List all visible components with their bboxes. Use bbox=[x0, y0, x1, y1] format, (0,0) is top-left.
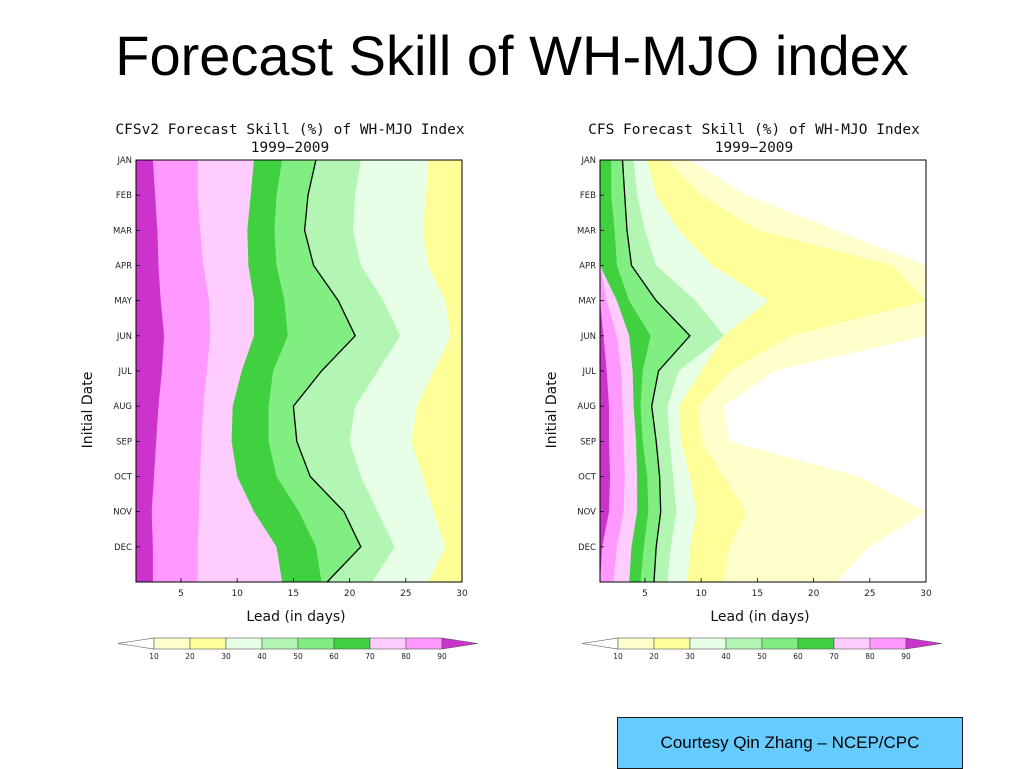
y-tick-label: DEC bbox=[578, 543, 596, 553]
colorbar-label: 20 bbox=[649, 652, 659, 661]
colorbar-segment bbox=[369, 637, 407, 650]
y-axis-label: Initial Date bbox=[544, 372, 560, 449]
chart-subtitle: 1999−2009 bbox=[251, 140, 330, 156]
y-tick-label: NOV bbox=[577, 508, 596, 518]
colorbar-label: 30 bbox=[221, 652, 231, 661]
colorbar-segment bbox=[225, 637, 263, 650]
colorbar-segment bbox=[333, 637, 371, 650]
colorbar-label: 90 bbox=[437, 652, 447, 661]
colorbar-arrow-high bbox=[905, 637, 943, 650]
colorbar-label: 50 bbox=[293, 652, 303, 661]
colorbar-segment bbox=[653, 637, 691, 650]
contour-line-50 bbox=[621, 159, 691, 583]
chart-subtitle: 1999−2009 bbox=[715, 140, 794, 156]
chart-panel-cfsv2: CFSv2 Forecast Skill (%) of WH-MJO Index… bbox=[80, 122, 479, 661]
colorbar-segment bbox=[761, 637, 799, 650]
colorbar-segment bbox=[297, 637, 335, 650]
contour-line-50 bbox=[292, 159, 362, 583]
x-tick-label: 25 bbox=[864, 589, 875, 599]
y-tick-label: OCT bbox=[114, 473, 133, 483]
y-tick-label: NOV bbox=[113, 508, 132, 518]
x-axis-label: Lead (in days) bbox=[710, 609, 809, 625]
y-tick-label: JUL bbox=[118, 367, 133, 377]
y-tick-label: JUN bbox=[580, 332, 596, 342]
x-tick-label: 25 bbox=[400, 589, 411, 599]
colorbar-arrow-low bbox=[581, 637, 619, 650]
y-tick-label: FEB bbox=[116, 191, 132, 201]
colorbar-label: 30 bbox=[685, 652, 695, 661]
y-tick-label: AUG bbox=[113, 402, 132, 412]
chart-title: CFSv2 Forecast Skill (%) of WH-MJO Index bbox=[115, 122, 464, 138]
y-tick-label: MAY bbox=[578, 297, 596, 307]
x-tick-label: 20 bbox=[344, 589, 356, 599]
y-tick-label: JUL bbox=[582, 367, 597, 377]
colorbar-label: 70 bbox=[829, 652, 839, 661]
y-tick-label: JUN bbox=[116, 332, 132, 342]
y-axis-label: Initial Date bbox=[80, 372, 96, 449]
x-tick-label: 30 bbox=[920, 589, 932, 599]
x-tick-label: 15 bbox=[288, 589, 299, 599]
colorbar-segment bbox=[405, 637, 443, 650]
colorbar-segment bbox=[261, 637, 299, 650]
y-tick-label: JAN bbox=[116, 156, 132, 166]
colorbar-label: 60 bbox=[329, 652, 339, 661]
credit-text: Courtesy Qin Zhang – NCEP/CPC bbox=[660, 733, 920, 752]
y-tick-label: FEB bbox=[580, 191, 596, 201]
colorbar-label: 70 bbox=[365, 652, 375, 661]
y-tick-label: MAR bbox=[113, 226, 132, 236]
y-tick-label: APR bbox=[579, 262, 596, 272]
chart-title: CFS Forecast Skill (%) of WH-MJO Index bbox=[588, 122, 920, 138]
colorbar-label: 60 bbox=[793, 652, 803, 661]
skill-band-90 bbox=[136, 160, 165, 582]
colorbar-label: 10 bbox=[149, 652, 159, 661]
chart-panel-cfs: CFS Forecast Skill (%) of WH-MJO Index 1… bbox=[544, 122, 943, 661]
x-axis-label: Lead (in days) bbox=[246, 609, 345, 625]
x-tick-label: 5 bbox=[642, 589, 648, 599]
y-tick-label: APR bbox=[115, 262, 132, 272]
x-tick-label: 15 bbox=[752, 589, 763, 599]
x-tick-label: 10 bbox=[695, 589, 707, 599]
x-tick-label: 10 bbox=[231, 589, 243, 599]
colorbar-segment bbox=[797, 637, 835, 650]
x-tick-label: 30 bbox=[456, 589, 468, 599]
x-tick-label: 5 bbox=[178, 589, 184, 599]
colorbar-label: 40 bbox=[721, 652, 731, 661]
colorbar-segment bbox=[833, 637, 871, 650]
colorbar-label: 50 bbox=[757, 652, 767, 661]
colorbar-label: 20 bbox=[185, 652, 195, 661]
colorbar-label: 80 bbox=[401, 652, 411, 661]
slide-title: Forecast Skill of WH-MJO index bbox=[115, 24, 909, 87]
y-tick-label: MAY bbox=[114, 297, 132, 307]
y-tick-label: SEP bbox=[116, 437, 132, 447]
y-tick-label: DEC bbox=[114, 543, 132, 553]
y-tick-label: OCT bbox=[578, 473, 597, 483]
colorbar-segment bbox=[153, 637, 191, 650]
x-tick-label: 20 bbox=[808, 589, 820, 599]
y-tick-label: JAN bbox=[580, 156, 596, 166]
y-tick-label: MAR bbox=[577, 226, 596, 236]
colorbar-segment bbox=[617, 637, 655, 650]
y-tick-label: AUG bbox=[577, 402, 596, 412]
colorbar-arrow-low bbox=[117, 637, 155, 650]
colorbar-label: 80 bbox=[865, 652, 875, 661]
colorbar-segment bbox=[189, 637, 227, 650]
colorbar-segment bbox=[869, 637, 907, 650]
colorbar-arrow-high bbox=[441, 637, 479, 650]
credit-box: Courtesy Qin Zhang – NCEP/CPC bbox=[617, 717, 963, 769]
colorbar-label: 90 bbox=[901, 652, 911, 661]
colorbar-label: 40 bbox=[257, 652, 267, 661]
colorbar-segment bbox=[689, 637, 727, 650]
colorbar-label: 10 bbox=[613, 652, 623, 661]
y-tick-label: SEP bbox=[580, 437, 596, 447]
colorbar-segment bbox=[725, 637, 763, 650]
